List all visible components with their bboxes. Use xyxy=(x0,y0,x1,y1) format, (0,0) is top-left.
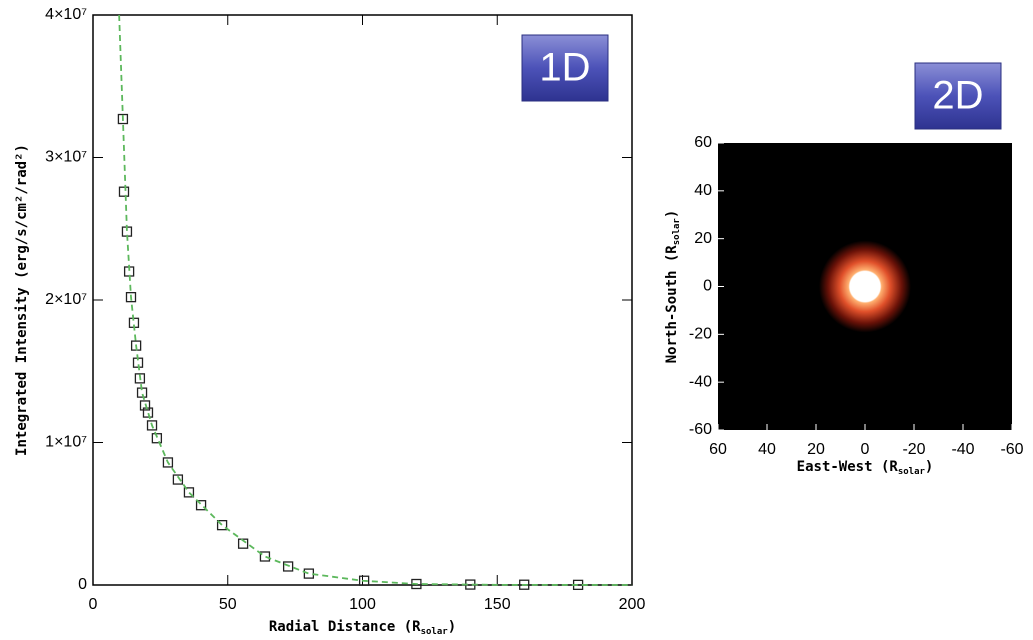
data-point xyxy=(195,500,207,511)
data-point xyxy=(142,407,154,418)
data-point xyxy=(172,474,184,485)
badge-label: 2D xyxy=(932,74,983,118)
data-point xyxy=(259,551,271,562)
data-point xyxy=(303,568,315,579)
x-tick-label: 0 xyxy=(861,441,870,458)
axis-label-text: ) xyxy=(925,459,933,475)
x-tick-label: 100 xyxy=(349,596,376,613)
x-tick-label: 40 xyxy=(758,441,776,458)
axis-label: East-West (Rsolar) xyxy=(797,459,934,477)
x-tick-label: 0 xyxy=(89,596,98,613)
data-point xyxy=(146,420,158,431)
badge xyxy=(521,34,609,102)
axis-label-text: Radial Distance (R xyxy=(269,619,421,635)
y-tick-label: -40 xyxy=(689,373,712,390)
axis-label: North-South (Rsolar) xyxy=(664,210,682,364)
data-point xyxy=(117,113,129,125)
y-tick-label: 0 xyxy=(78,576,87,593)
axis-label-subscript: solar xyxy=(672,218,682,246)
x-tick-label: 150 xyxy=(484,596,511,613)
axis-label-subscript: solar xyxy=(898,467,926,477)
data-point xyxy=(134,373,146,384)
data-point xyxy=(237,538,249,549)
y-axis-label: Integrated Intensity (erg/s/cm²/rad²) xyxy=(14,144,30,456)
x-tick-label: 20 xyxy=(807,441,825,458)
axis-label-text: North-South (R xyxy=(664,245,680,364)
y-tick-label: 0 xyxy=(703,278,712,295)
y-tick-label: 3×10⁷ xyxy=(45,149,87,166)
data-point xyxy=(183,487,195,498)
y-tick-label: -60 xyxy=(689,421,712,438)
data-point xyxy=(118,186,130,197)
x-tick-label: 50 xyxy=(219,596,237,613)
x-tick-label: -40 xyxy=(951,441,974,458)
data-point xyxy=(151,433,163,444)
x-tick-label: -60 xyxy=(1000,441,1023,458)
axis-label-subscript: solar xyxy=(421,627,449,637)
badge-label: 1D xyxy=(539,46,590,90)
axis-label-text: ) xyxy=(664,210,680,218)
y-tick-label: -20 xyxy=(689,326,712,343)
axis-label-text: East-West (R xyxy=(797,459,899,475)
data-point xyxy=(162,457,174,468)
data-point xyxy=(282,561,294,572)
y-tick-label: 60 xyxy=(694,134,712,151)
badge xyxy=(914,62,1002,130)
fit-line xyxy=(118,14,633,586)
axis-label: Radial Distance (Rsolar) xyxy=(269,619,456,637)
y-tick-label: 40 xyxy=(694,182,712,199)
data-point xyxy=(125,291,137,303)
data-point xyxy=(216,520,228,531)
data-point xyxy=(139,400,151,411)
x-tick-label: -20 xyxy=(902,441,925,458)
y-tick-label: 1×10⁷ xyxy=(45,434,87,451)
y-tick-label: 4×10⁷ xyxy=(45,6,87,23)
source xyxy=(819,240,911,333)
data-point xyxy=(519,579,530,590)
axis-label-text: ) xyxy=(448,619,456,635)
x-tick-label: 60 xyxy=(709,441,727,458)
x-tick-label: 200 xyxy=(619,596,646,613)
data-point xyxy=(358,575,370,586)
y-tick-label: 20 xyxy=(694,230,712,247)
y-tick-label: 2×10⁷ xyxy=(45,291,87,308)
